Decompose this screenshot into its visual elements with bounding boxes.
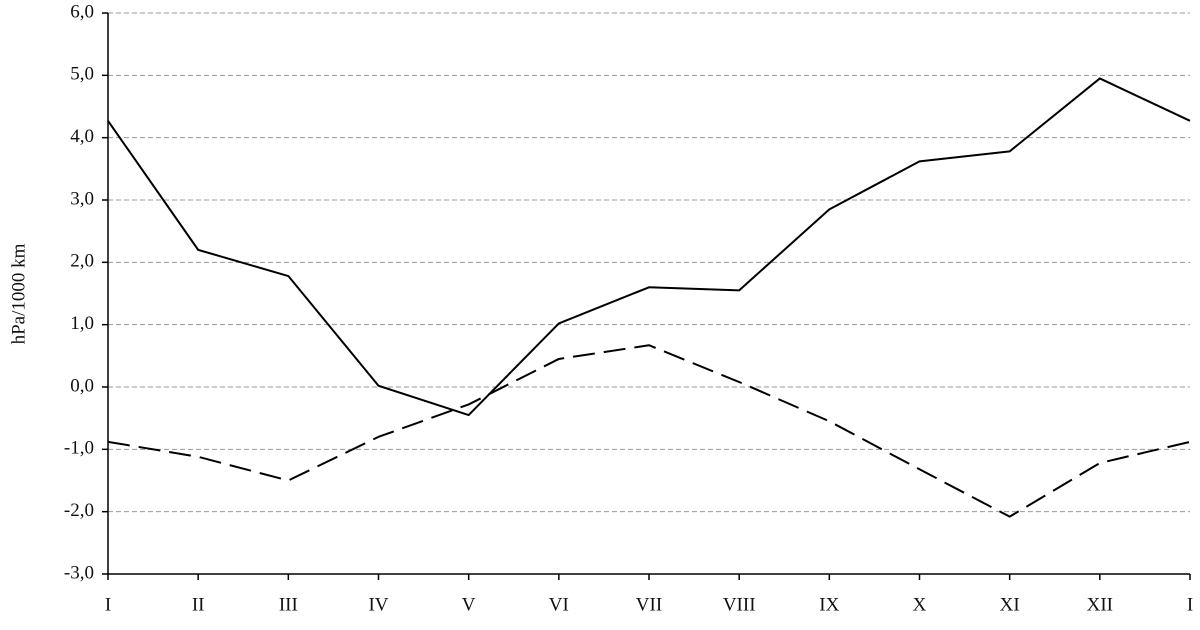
y-tick-label: -1,0 — [64, 438, 94, 459]
x-tick-label: VII — [636, 594, 662, 615]
y-tick-label: 0,0 — [70, 375, 94, 396]
x-tick-label: V — [462, 594, 476, 615]
y-tick-label: 6,0 — [70, 1, 94, 22]
x-tick-label: XII — [1087, 594, 1113, 615]
y-tick-label: 3,0 — [70, 188, 94, 209]
x-tick-label: IV — [368, 594, 388, 615]
x-tick-label: IX — [819, 594, 839, 615]
x-tick-label: III — [279, 594, 298, 615]
x-tick-label: VI — [549, 594, 569, 615]
x-tick-label: I — [105, 594, 111, 615]
x-tick-label: II — [192, 594, 205, 615]
y-tick-label: -2,0 — [64, 500, 94, 521]
y-tick-label: 5,0 — [70, 64, 94, 85]
x-tick-label: XI — [1000, 594, 1020, 615]
data-line — [107, 344, 1191, 518]
y-axis-label: hPa/1000 km — [8, 243, 29, 344]
y-tick-label: 1,0 — [70, 313, 94, 334]
y-tick-label: -3,0 — [64, 562, 94, 583]
x-tick-label: I — [1187, 594, 1193, 615]
x-tick-label: VIII — [723, 594, 756, 615]
y-tick-label: 4,0 — [70, 126, 94, 147]
x-tick-label: X — [913, 594, 927, 615]
data-line — [107, 77, 1191, 417]
y-tick-label: 2,0 — [70, 251, 94, 272]
